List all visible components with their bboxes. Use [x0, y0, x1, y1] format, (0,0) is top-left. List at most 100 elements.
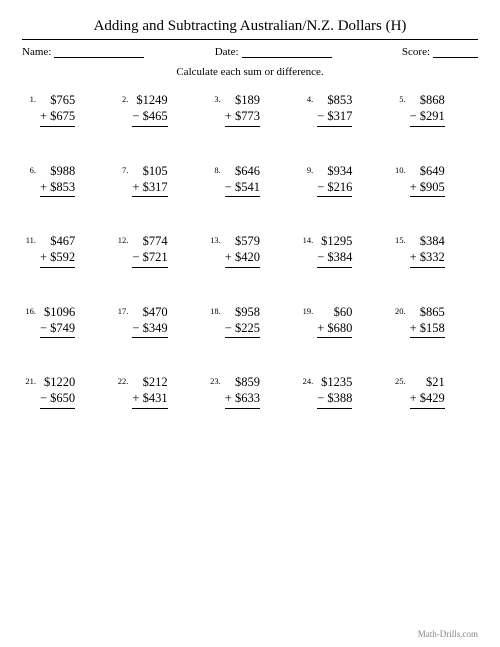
operand-top: $868 — [410, 92, 445, 108]
problem: 10. $649+ $905 — [392, 163, 478, 198]
operand-top: $1295 — [317, 233, 352, 249]
worksheet-page: Adding and Subtracting Australian/N.Z. D… — [0, 0, 500, 419]
operand-bottom: + $905 — [410, 179, 445, 197]
problem-stack: $21+ $429 — [410, 374, 445, 409]
operand-bottom: − $225 — [225, 320, 260, 338]
operand-bottom: − $721 — [132, 249, 167, 267]
operand-bottom: + $773 — [225, 108, 260, 126]
problem: 24. $1235− $388 — [299, 374, 385, 409]
problem: 23. $859+ $633 — [207, 374, 293, 409]
problem-index: 15. — [392, 233, 406, 245]
problem-stack: $1096− $749 — [40, 304, 75, 339]
operand-bottom: + $633 — [225, 390, 260, 408]
problem-stack: $649+ $905 — [410, 163, 445, 198]
problem: 12. $774− $721 — [114, 233, 200, 268]
problem-stack: $105+ $317 — [132, 163, 167, 198]
problem-stack: $189+ $773 — [225, 92, 260, 127]
problem-stack: $765+ $675 — [40, 92, 75, 127]
operand-bottom: − $216 — [317, 179, 352, 197]
operand-top: $865 — [410, 304, 445, 320]
operand-top: $467 — [40, 233, 75, 249]
problem-index: 7. — [114, 163, 128, 175]
problem-index: 3. — [207, 92, 221, 104]
score-label: Score: — [402, 46, 430, 58]
operand-bottom: + $853 — [40, 179, 75, 197]
operand-top: $470 — [132, 304, 167, 320]
problem-index: 17. — [114, 304, 128, 316]
operand-bottom: − $349 — [132, 320, 167, 338]
problem-stack: $934− $216 — [317, 163, 352, 198]
operand-bottom: − $384 — [317, 249, 352, 267]
problem-index: 21. — [22, 374, 36, 386]
operand-bottom: + $431 — [132, 390, 167, 408]
problem: 9. $934− $216 — [299, 163, 385, 198]
operand-top: $21 — [410, 374, 445, 390]
problem-index: 2. — [114, 92, 128, 104]
operand-bottom: + $592 — [40, 249, 75, 267]
operand-top: $646 — [225, 163, 260, 179]
operand-top: $859 — [225, 374, 260, 390]
name-blank[interactable] — [54, 47, 144, 58]
operand-bottom: − $465 — [132, 108, 167, 126]
problem: 22. $212+ $431 — [114, 374, 200, 409]
operand-top: $212 — [132, 374, 167, 390]
problem-index: 23. — [207, 374, 221, 386]
name-label: Name: — [22, 46, 51, 58]
operand-bottom: + $429 — [410, 390, 445, 408]
problem-stack: $384+ $332 — [410, 233, 445, 268]
problem-stack: $579+ $420 — [225, 233, 260, 268]
problem-stack: $470− $349 — [132, 304, 167, 339]
problem-index: 18. — [207, 304, 221, 316]
problem-index: 8. — [207, 163, 221, 175]
problem-stack: $1249− $465 — [132, 92, 167, 127]
problem: 20. $865+ $158 — [392, 304, 478, 339]
problem-index: 4. — [299, 92, 313, 104]
operand-bottom: − $650 — [40, 390, 75, 408]
operand-top: $958 — [225, 304, 260, 320]
problem-stack: $212+ $431 — [132, 374, 167, 409]
operand-top: $579 — [225, 233, 260, 249]
problem-stack: $1235− $388 — [317, 374, 352, 409]
problem-index: 19. — [299, 304, 313, 316]
problem: 21. $1220− $650 — [22, 374, 108, 409]
problem-index: 12. — [114, 233, 128, 245]
problem-stack: $774− $721 — [132, 233, 167, 268]
title-rule — [22, 39, 478, 40]
problem: 14. $1295− $384 — [299, 233, 385, 268]
operand-top: $1220 — [40, 374, 75, 390]
problem: 4. $853− $317 — [299, 92, 385, 127]
problem-stack: $467+ $592 — [40, 233, 75, 268]
operand-top: $774 — [132, 233, 167, 249]
operand-top: $934 — [317, 163, 352, 179]
problem-index: 13. — [207, 233, 221, 245]
problem-index: 9. — [299, 163, 313, 175]
problem-index: 10. — [392, 163, 406, 175]
problem: 15. $384+ $332 — [392, 233, 478, 268]
name-field: Name: — [22, 46, 144, 58]
problem-stack: $60+ $680 — [317, 304, 352, 339]
problem: 6. $988+ $853 — [22, 163, 108, 198]
problem: 7. $105+ $317 — [114, 163, 200, 198]
problem: 19. $60+ $680 — [299, 304, 385, 339]
operand-bottom: − $749 — [40, 320, 75, 338]
footer-credit: Math-Drills.com — [418, 629, 478, 639]
operand-top: $1249 — [132, 92, 167, 108]
operand-top: $1235 — [317, 374, 352, 390]
operand-bottom: + $420 — [225, 249, 260, 267]
problem: 11. $467+ $592 — [22, 233, 108, 268]
score-field: Score: — [402, 46, 478, 58]
operand-bottom: − $317 — [317, 108, 352, 126]
problem-stack: $646− $541 — [225, 163, 260, 198]
problem: 8. $646− $541 — [207, 163, 293, 198]
score-blank[interactable] — [433, 47, 478, 58]
problem: 18. $958− $225 — [207, 304, 293, 339]
problem-index: 22. — [114, 374, 128, 386]
problem-stack: $1295− $384 — [317, 233, 352, 268]
operand-bottom: − $541 — [225, 179, 260, 197]
problem-stack: $865+ $158 — [410, 304, 445, 339]
operand-top: $105 — [132, 163, 167, 179]
date-blank[interactable] — [242, 47, 332, 58]
problem-grid: 1. $765+ $6752. $1249− $4653. $189+ $773… — [22, 92, 478, 409]
operand-bottom: + $680 — [317, 320, 352, 338]
operand-bottom: + $332 — [410, 249, 445, 267]
